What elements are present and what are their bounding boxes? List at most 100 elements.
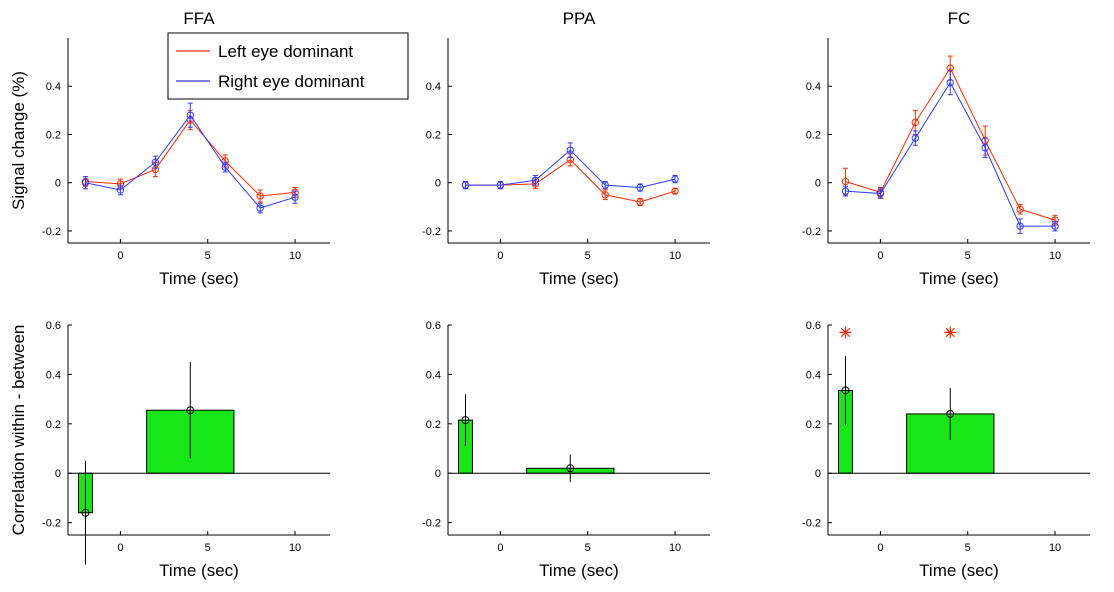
ffa_corr-bar-point-1 — [186, 406, 195, 415]
ppa_signal-point — [496, 181, 505, 189]
ffa_corr-xtick-label: 0 — [117, 542, 123, 554]
ffa_signal-panel: -0.2 0 0.2 0.4 0 5 10 Time (sec) Signal change (… — [9, 9, 409, 288]
fc_signal-point — [981, 144, 989, 152]
fc_corr-xtick-label: 5 — [965, 542, 971, 554]
ppa_corr-ytick-label: 0.4 — [426, 369, 441, 381]
ppa_signal-series-1 — [461, 142, 679, 192]
ppa_corr-ytick-label: 0 — [435, 468, 441, 480]
ffa_signal-xtick-label: 0 — [117, 250, 123, 262]
ffa_corr-ytick-label: 0.4 — [46, 369, 61, 381]
ppa_corr-ytick-label: -0.2 — [422, 518, 441, 530]
fc_signal-point — [1051, 222, 1059, 230]
fc_corr-ytick-label: 0.2 — [806, 419, 821, 431]
ppa_corr-ytick-label: 0.6 — [426, 320, 441, 332]
star-stroke — [840, 327, 851, 338]
ffa_signal-point — [186, 111, 194, 119]
fc_signal-xtick-label: 10 — [1049, 250, 1061, 262]
fc_signal-title: FC — [948, 9, 971, 28]
ppa_signal-point — [671, 175, 679, 183]
ffa_signal-point — [221, 163, 229, 171]
ffa_signal-ylabel: Signal change (%) — [9, 71, 28, 210]
ppa_signal-point — [461, 181, 470, 189]
ffa_signal-point — [256, 204, 264, 212]
ffa_signal-point — [116, 186, 125, 194]
fc_signal-point — [841, 187, 850, 195]
fc_corr-bar-point-1 — [946, 409, 955, 418]
ppa_signal-ytick-label: -0.2 — [422, 226, 441, 238]
ppa_signal-title: PPA — [563, 9, 596, 28]
ppa_signal-point — [601, 181, 609, 189]
fc_corr-xlabel: Time (sec) — [919, 561, 999, 580]
fc_signal-series-1 — [841, 70, 1059, 234]
fc_signal-xtick-label: 5 — [965, 250, 971, 262]
fc_corr-significance-star-0 — [839, 326, 852, 339]
ffa_corr-xtick-label: 5 — [205, 542, 211, 554]
ppa_corr-xtick-label: 10 — [669, 542, 681, 554]
fc_signal-point — [876, 189, 885, 198]
ffa_signal-xtick-label: 10 — [289, 250, 301, 262]
ffa_signal-xlabel: Time (sec) — [159, 269, 239, 288]
fc_corr-panel: -0.2 0 0.2 0.4 0.6 0 5 10 Time (sec) — [802, 320, 1090, 580]
ppa_signal-series-0 — [461, 153, 679, 207]
fc_corr-ytick-label: -0.2 — [802, 518, 821, 530]
ppa_corr-bar-point-0 — [461, 416, 470, 425]
ppa_signal-point — [636, 183, 644, 192]
ffa_corr-bar-point-0 — [81, 508, 90, 517]
fc_corr-xtick-label: 0 — [877, 542, 883, 554]
legend-box — [167, 32, 409, 100]
fc_corr-significance-star-1 — [944, 326, 957, 339]
ffa_signal-point — [151, 158, 160, 166]
fc_signal-ytick-label: 0.2 — [806, 129, 821, 141]
ffa_corr-ytick-label: 0 — [55, 468, 61, 480]
ffa_signal-xtick-label: 5 — [205, 250, 211, 262]
fc_signal-series-line-1 — [845, 81, 1056, 227]
ppa_signal-ytick-label: 0 — [435, 178, 441, 190]
ppa_signal-point — [601, 191, 609, 199]
ffa_corr-ytick-label: -0.2 — [42, 518, 61, 530]
ffa_signal-title: FFA — [183, 9, 215, 28]
ffa_corr-ylabel: Correlation within - between — [9, 325, 28, 536]
ppa_signal-point — [671, 187, 679, 195]
fc_signal-point — [946, 78, 954, 87]
fc_corr-bar-point-0 — [841, 386, 850, 395]
ffa_corr-panel: -0.2 0 0.2 0.4 0.6 0 5 10 Time (sec) Correlation … — [9, 320, 330, 580]
fc_signal-point — [911, 118, 920, 127]
ppa_signal-xtick-label: 10 — [669, 250, 681, 262]
ppa_signal-point — [531, 176, 540, 184]
fc_signal-point — [841, 177, 850, 186]
ffa_corr-xtick-label: 10 — [289, 542, 301, 554]
ffa_signal-point — [256, 192, 264, 200]
fc_signal-point — [1016, 205, 1024, 213]
ppa_signal-point — [566, 146, 574, 154]
ppa_corr-xlabel: Time (sec) — [539, 561, 619, 580]
ffa_signal-point — [81, 179, 90, 187]
fc_corr-ytick-label: 0.4 — [806, 369, 821, 381]
fc_signal-ytick-label: 0.4 — [806, 81, 821, 93]
ffa_corr-ytick-label: 0.6 — [46, 320, 61, 332]
ppa_signal-xtick-label: 5 — [585, 250, 591, 262]
fc_signal-panel: -0.2 0 0.2 0.4 0 5 10 Time (sec) FC — [802, 9, 1090, 288]
ffa_signal-ytick-label: 0.2 — [46, 129, 61, 141]
ppa_corr-xtick-label: 0 — [497, 542, 503, 554]
ppa_signal-panel: -0.2 0 0.2 0.4 0 5 10 Time (sec) PPA — [422, 9, 710, 288]
ppa_signal-xlabel: Time (sec) — [539, 269, 619, 288]
ppa_corr-bar-point-1 — [566, 464, 575, 473]
ffa_signal-point — [291, 193, 299, 201]
ffa_corr-xlabel: Time (sec) — [159, 561, 239, 580]
legend-label-1: Right eye dominant — [218, 72, 365, 91]
ppa_signal-ytick-label: 0.2 — [426, 129, 441, 141]
fc_corr-ytick-label: 0.6 — [806, 320, 821, 332]
fc_signal-point — [911, 134, 920, 142]
fc_signal-ytick-label: 0 — [815, 178, 821, 190]
ffa_signal-legend: Left eye dominant Right eye dominant — [167, 32, 409, 100]
ffa_corr-ytick-label: 0.2 — [46, 419, 61, 431]
fc_signal-ytick-label: -0.2 — [802, 226, 821, 238]
ppa_signal-xtick-label: 0 — [497, 250, 503, 262]
fc_corr-ytick-label: 0 — [815, 468, 821, 480]
ffa_signal-ytick-label: -0.2 — [42, 226, 61, 238]
ffa_signal-series-1 — [81, 102, 299, 214]
ffa_signal-ytick-label: 0.4 — [46, 81, 61, 93]
fc_corr-xtick-label: 10 — [1049, 542, 1061, 554]
fc_signal-xlabel: Time (sec) — [919, 269, 999, 288]
